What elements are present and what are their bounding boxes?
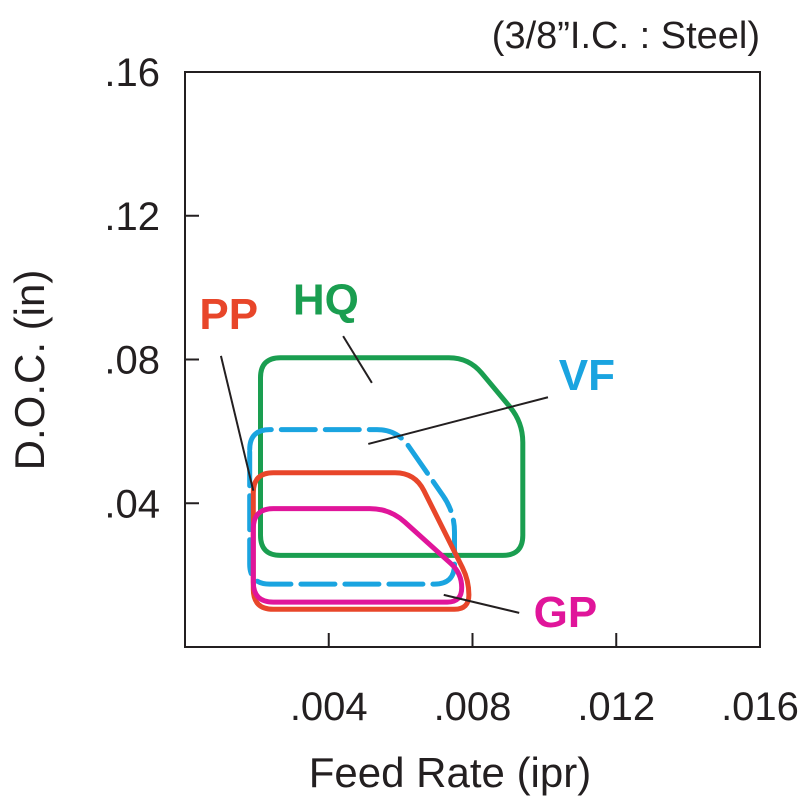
leader-line-vf bbox=[368, 396, 549, 445]
region-pp bbox=[250, 470, 472, 612]
leader-line-pp bbox=[219, 355, 255, 491]
operating-regions bbox=[247, 355, 526, 612]
series-label-vf: VF bbox=[559, 351, 615, 400]
y-tick-label: .08 bbox=[104, 339, 160, 383]
region-annotations: PP HQ VF GP bbox=[199, 276, 615, 638]
x-axis-title: Feed Rate (ipr) bbox=[309, 749, 591, 796]
y-axis-title: D.O.C. (in) bbox=[6, 270, 53, 471]
x-tick-label: .012 bbox=[577, 685, 655, 729]
series-label-hq: HQ bbox=[293, 276, 359, 325]
x-tick-label: .008 bbox=[434, 685, 512, 729]
region-gp bbox=[250, 506, 465, 605]
y-tick-label: .16 bbox=[104, 51, 160, 95]
series-label-pp: PP bbox=[199, 290, 258, 339]
series-label-gp: GP bbox=[534, 588, 598, 637]
leader-line-gp bbox=[443, 593, 520, 614]
x-tick-label: .016 bbox=[721, 685, 799, 729]
x-tick-label: .004 bbox=[290, 685, 368, 729]
chart-subtitle: (3/8”I.C. : Steel) bbox=[492, 15, 760, 57]
region-vf bbox=[247, 427, 457, 587]
region-hq bbox=[258, 355, 526, 558]
y-tick-label: .04 bbox=[104, 482, 160, 526]
leader-line-hq bbox=[342, 335, 373, 384]
y-tick-label: .12 bbox=[104, 195, 160, 239]
x-axis: .004 .008 .012 .016 bbox=[290, 633, 799, 729]
y-axis: .04 .08 .12 .16 bbox=[104, 51, 199, 526]
